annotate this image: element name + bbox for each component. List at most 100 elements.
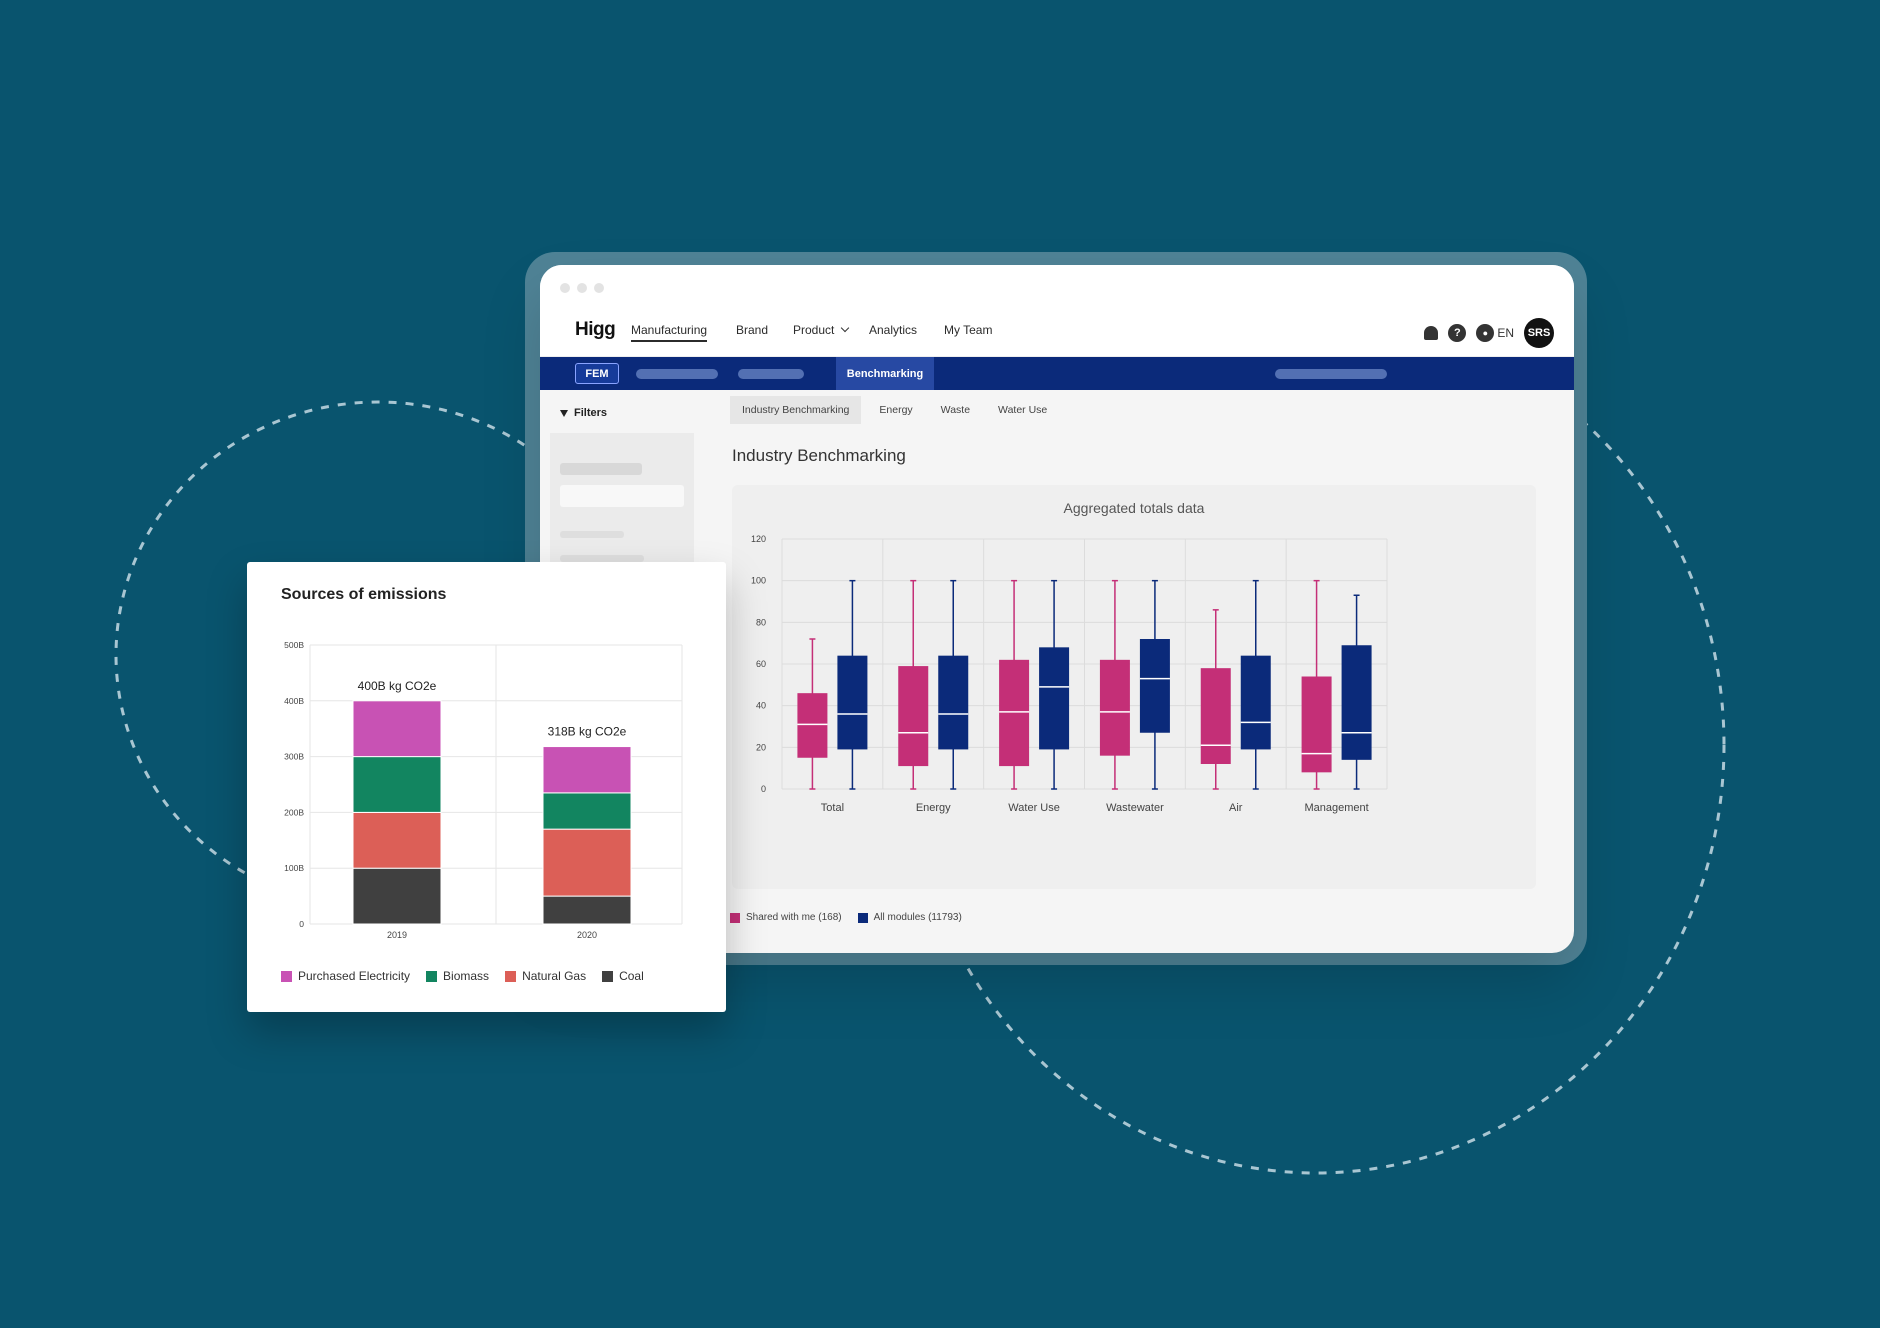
placeholder-tab[interactable]	[738, 369, 804, 379]
filter-skeleton	[560, 555, 644, 562]
legend-item-shared[interactable]: Shared with me (168)	[730, 912, 842, 923]
box-iqr	[999, 659, 1030, 767]
higg-logo[interactable]: Higg	[575, 319, 616, 340]
legend-item-all-modules[interactable]: All modules (11793)	[857, 912, 962, 923]
stacked-bar-segment	[352, 700, 442, 758]
placeholder-tab[interactable]	[636, 369, 718, 379]
legend-item-electricity[interactable]: Purchased Electricity	[281, 969, 410, 983]
x-category-label: Wastewater	[1106, 802, 1164, 814]
filter-icon	[560, 409, 568, 417]
box-iqr	[1301, 676, 1332, 773]
emissions-card-title: Sources of emissions	[281, 586, 447, 603]
nav-item-product-label: Product	[793, 323, 835, 337]
fem-badge[interactable]: FEM	[575, 363, 619, 384]
bar-total-label: 400B kg CO2e	[358, 679, 437, 693]
box-iqr	[1139, 639, 1170, 733]
y-tick-label: 400B	[284, 696, 304, 706]
nav-item-analytics[interactable]: Analytics	[869, 323, 918, 337]
top-navbar: Higg Manufacturing Brand Product Analyti…	[540, 305, 1574, 357]
filter-skeleton	[560, 531, 624, 538]
box-iqr	[1099, 659, 1130, 756]
stacked-bar-segment	[352, 867, 442, 925]
y-tick-label: 0	[761, 784, 766, 794]
y-tick-label: 100B	[284, 863, 304, 873]
legend-item-coal[interactable]: Coal	[602, 969, 644, 983]
filters-label: Filters	[574, 407, 608, 419]
legend-swatch	[730, 912, 740, 923]
box-iqr	[797, 693, 828, 758]
language-selector[interactable]: ● EN	[1476, 324, 1514, 342]
tab-industry-benchmarking[interactable]: Industry Benchmarking	[730, 396, 862, 424]
module-subnav: FEM Benchmarking	[540, 357, 1574, 390]
avatar[interactable]: SRS	[1524, 318, 1554, 348]
window-dot[interactable]	[594, 283, 604, 293]
box-iqr	[1240, 655, 1271, 750]
box-iqr	[1039, 647, 1070, 750]
stacked-bar-segment	[352, 756, 442, 813]
box-iqr	[898, 666, 929, 767]
legend-swatch	[857, 912, 868, 923]
window-dot[interactable]	[577, 283, 587, 293]
window-dot[interactable]	[560, 283, 570, 293]
box-plot-chart: 0 20 40 60 80 100 120 Total Energy Water Use Waste…	[751, 534, 1388, 814]
legend-label: Coal	[619, 969, 644, 983]
language-label: EN	[1497, 326, 1514, 340]
filters-toggle[interactable]: Filters	[560, 407, 607, 419]
tab-energy[interactable]: Energy	[879, 404, 913, 416]
y-tick-label: 60	[756, 659, 766, 669]
y-tick-label: 80	[756, 617, 766, 627]
legend-label: Purchased Electricity	[298, 969, 411, 983]
y-tick-label: 20	[756, 742, 766, 752]
help-icon[interactable]: ?	[1448, 324, 1467, 342]
x-category-label: Air	[1229, 802, 1243, 814]
tab-benchmarking[interactable]: Benchmarking	[836, 357, 934, 390]
legend-label: Biomass	[443, 969, 490, 983]
legend-label: Natural Gas	[522, 969, 587, 983]
bar-total-label: 318B kg CO2e	[548, 725, 627, 739]
legend-swatch	[505, 970, 517, 982]
chevron-down-icon	[840, 323, 849, 333]
x-category-label: Energy	[916, 802, 951, 814]
y-tick-label: 40	[756, 701, 766, 711]
nav-item-brand[interactable]: Brand	[736, 323, 769, 337]
tab-water-use[interactable]: Water Use	[998, 404, 1048, 416]
legend-label: Shared with me (168)	[746, 912, 842, 923]
x-category-label: 2020	[577, 930, 597, 940]
x-category-label: 2019	[387, 930, 407, 940]
filter-skeleton	[560, 463, 642, 475]
legend-item-natural-gas[interactable]: Natural Gas	[505, 969, 586, 983]
y-tick-label: 500B	[284, 640, 304, 650]
legend-swatch	[426, 970, 438, 982]
page-title: Industry Benchmarking	[732, 446, 906, 465]
stacked-bar-chart: 0 100B 200B 300B 400B 500B 400B kg CO2e 2019 318…	[284, 640, 683, 940]
box-iqr	[837, 655, 868, 750]
box-iqr	[1341, 645, 1372, 760]
legend-swatch	[602, 970, 614, 982]
chart-title: Aggregated totals data	[1063, 500, 1205, 516]
x-category-label: Total	[821, 802, 844, 814]
nav-item-my-team[interactable]: My Team	[944, 323, 993, 337]
y-tick-label: 0	[299, 919, 304, 929]
y-tick-label: 100	[751, 576, 766, 586]
filter-skeleton-input[interactable]	[560, 485, 684, 507]
y-tick-label: 120	[751, 534, 766, 544]
legend-label: All modules (11793)	[873, 912, 962, 923]
y-tick-label: 200B	[284, 807, 304, 817]
y-tick-label: 300B	[284, 752, 304, 762]
nav-item-manufacturing[interactable]: Manufacturing	[631, 323, 708, 342]
window-titlebar	[540, 265, 1574, 305]
bell-icon[interactable]	[1424, 326, 1439, 340]
legend-swatch	[281, 970, 292, 982]
benchmark-legend: Shared with me (168) All modules (11793)	[730, 912, 962, 923]
stacked-bar-segment	[542, 746, 632, 794]
legend-item-biomass[interactable]: Biomass	[426, 969, 489, 983]
stacked-bar-segment	[352, 811, 442, 869]
tab-waste[interactable]: Waste	[940, 404, 971, 416]
nav-item-product[interactable]: Product	[793, 323, 849, 337]
x-category-label: Management	[1304, 802, 1368, 814]
box-iqr	[938, 655, 969, 750]
box-iqr	[1200, 668, 1231, 764]
emissions-card: 0 100B 200B 300B 400B 500B 400B kg CO2e 2019 318…	[247, 562, 726, 1012]
placeholder-search[interactable]	[1275, 369, 1387, 379]
nav-right-group: ? ● EN SRS	[1424, 318, 1554, 348]
